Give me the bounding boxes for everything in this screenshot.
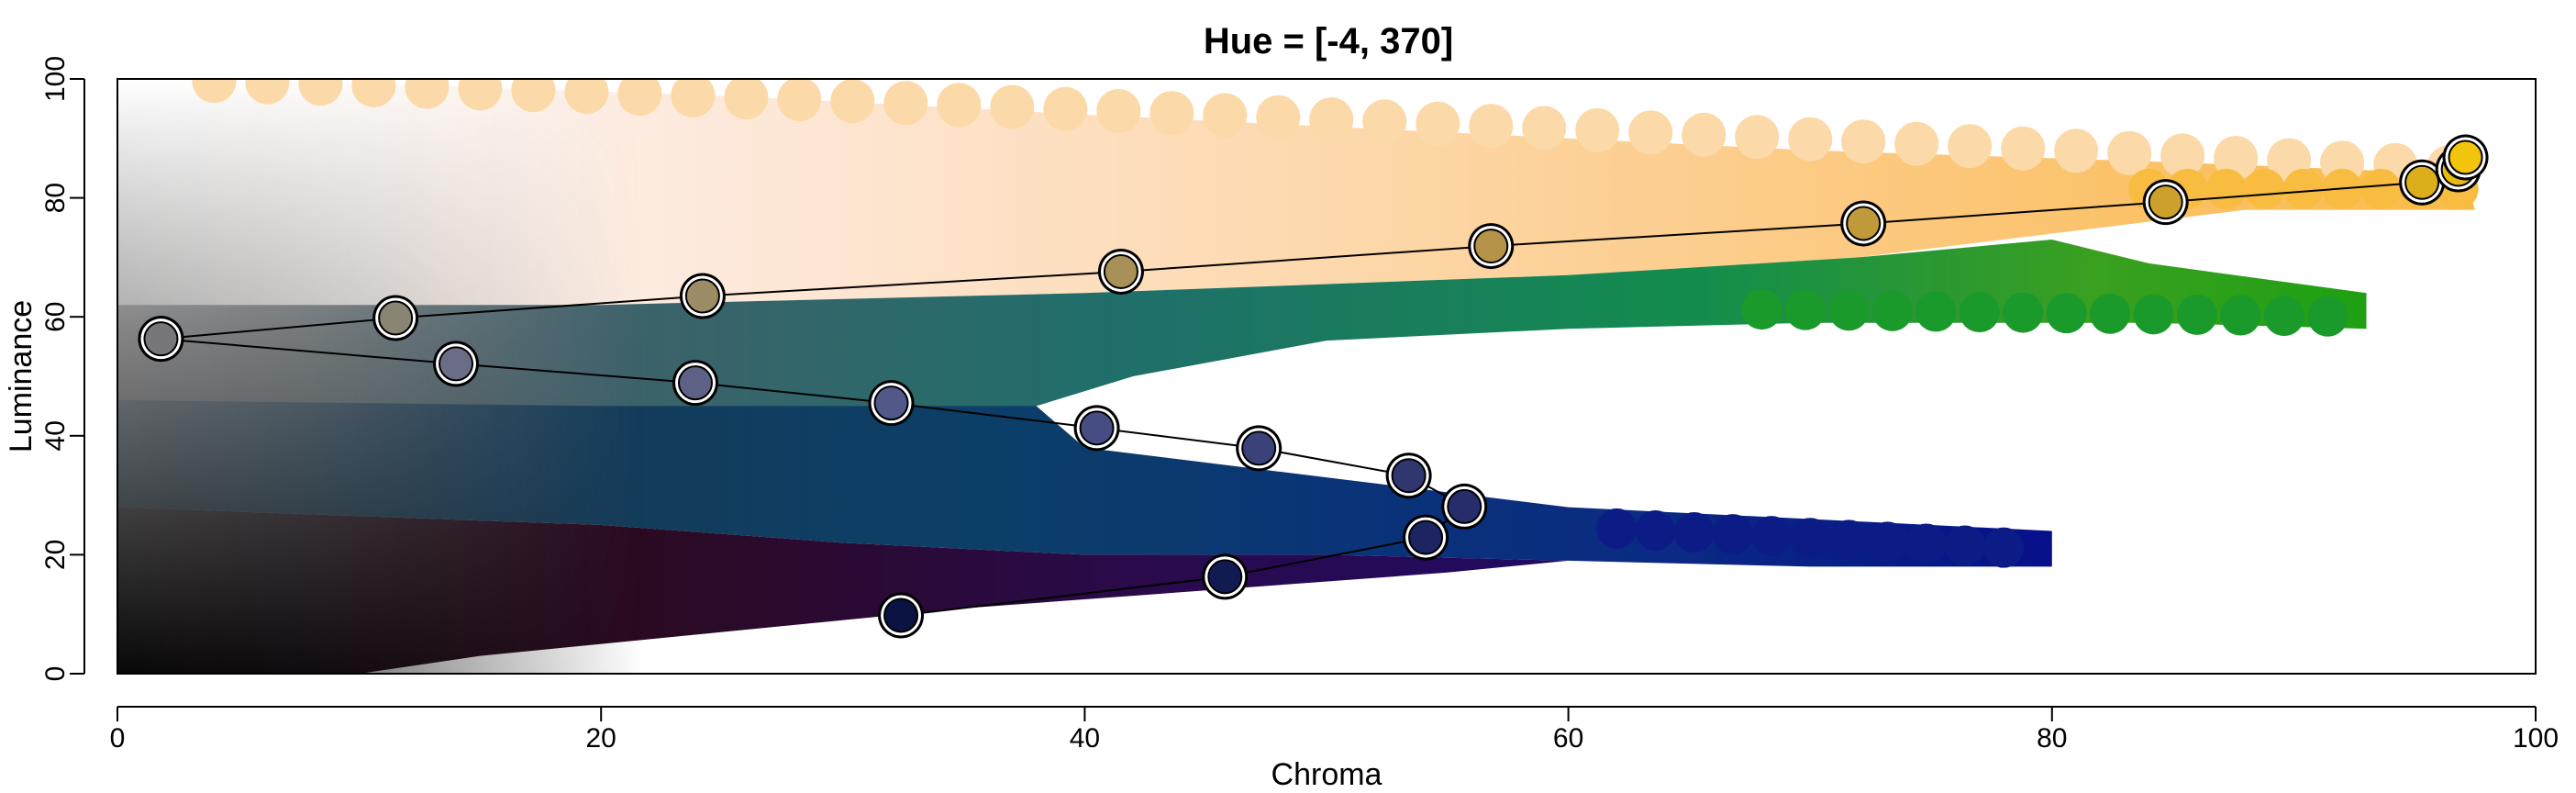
y-tick-label: 0 xyxy=(40,666,71,682)
y-tick-label: 20 xyxy=(40,540,71,570)
point-s0-3 xyxy=(1103,253,1138,289)
point-s1-7 xyxy=(1447,488,1482,524)
point-s0-5 xyxy=(1846,206,1882,241)
y-tick-label: 60 xyxy=(40,302,71,332)
x-tick-label: 0 xyxy=(110,723,126,754)
y-tick-label: 100 xyxy=(40,56,71,102)
point-s1-5 xyxy=(1241,430,1277,466)
point-s1-4 xyxy=(1079,410,1115,446)
gamut-region xyxy=(117,79,2536,674)
series-markers xyxy=(138,134,2489,639)
gamut-green-tip xyxy=(1741,289,2348,337)
plot-frame xyxy=(117,78,2537,675)
x-axis-label: Chroma xyxy=(1271,757,1382,792)
point-s1-9 xyxy=(1207,559,1243,595)
x-tick-label: 20 xyxy=(586,723,616,754)
point-s0-9 xyxy=(2448,140,2483,175)
x-tick-label: 60 xyxy=(1553,723,1583,754)
chart-title: Hue = [-4, 370] xyxy=(1204,21,1453,61)
y-tick-label: 40 xyxy=(40,420,71,451)
point-s1-3 xyxy=(873,385,909,421)
x-axis: 0 20 40 60 80 100 xyxy=(110,706,2559,754)
y-axis-label: Luminance xyxy=(4,300,39,452)
point-s1-1 xyxy=(439,346,474,382)
x-tick-label: 40 xyxy=(1070,723,1100,754)
point-s0-6 xyxy=(2148,184,2183,220)
gamut-blue-tip xyxy=(1596,508,2025,568)
point-s0-4 xyxy=(1473,229,1509,264)
point-s1-2 xyxy=(678,365,714,401)
y-axis: 0 20 40 60 80 100 xyxy=(40,56,85,682)
x-tick-label: 80 xyxy=(2037,723,2067,754)
point-s1-8 xyxy=(1408,519,1444,555)
y-tick-label: 80 xyxy=(40,183,71,213)
point-s0-7 xyxy=(2404,164,2440,200)
point-s1-6 xyxy=(1391,458,1427,494)
point-s1-10 xyxy=(883,598,919,633)
point-s0-1 xyxy=(378,300,414,336)
x-tick-label: 100 xyxy=(2513,723,2559,754)
point-s1-0 xyxy=(143,321,179,357)
point-s0-2 xyxy=(684,278,720,314)
